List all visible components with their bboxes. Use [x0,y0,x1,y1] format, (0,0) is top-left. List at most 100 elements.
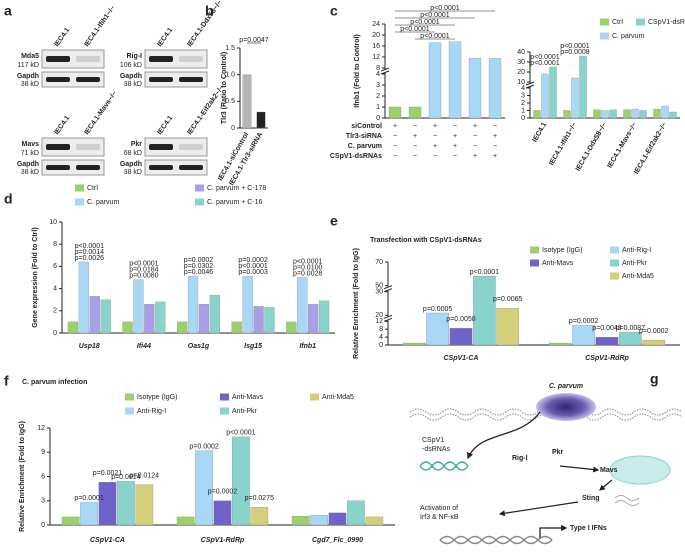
size-label: 38 kD [124,81,142,88]
chart-title: C. parvum infection [22,379,87,386]
lane-label: IEC4.1-Mavs−/− [83,90,118,136]
legend-label: Anti-Mda5 [622,273,654,280]
legend-label: Ctrl [87,185,98,192]
panel-letter: f [4,373,9,389]
band [179,77,203,82]
pathway-diagram: C. parvum CSpV1 -dsRNAs Rig-I Pkr Mavs S… [409,383,683,545]
protein-label: Mavs [21,141,39,148]
bar [541,73,549,119]
p-value: p<0.0001 [400,26,429,33]
y-tick-label: 4 [379,334,383,341]
y-tick-label: 0 [41,522,45,529]
y-tick-label: 8 [379,326,383,333]
condition-mark: − [433,153,437,160]
y-tick-label: 8 [376,65,380,72]
p-value: p=0.0080 [129,273,158,280]
x-tick-label: CSpV1-RdRp [585,355,629,362]
bar [61,516,80,526]
condition-mark: + [493,133,497,140]
x-tick-label: CSpV1-CA [90,537,125,544]
bar [198,303,210,334]
p-value: p=0.0002 [238,257,267,264]
bar [250,507,269,526]
band [149,165,173,170]
legend-label: C. parvum [87,199,119,206]
blot [41,159,105,176]
er [614,495,640,506]
bar [177,321,188,334]
blot [144,137,208,157]
bar [318,300,330,334]
band [76,56,100,62]
legend-label: Anti-Rig-I [622,247,651,254]
band [76,144,100,150]
y-tick-label: 3 [521,92,525,99]
x-tick-label: Usp18 [79,343,100,350]
bar [253,306,264,334]
y-tick-label: 0 [379,342,383,349]
bar [388,106,402,119]
bar [213,500,232,526]
p-value: p=0.0087 [616,325,645,332]
y-tick-label: 30 [375,289,383,296]
chart-title: Transfection with CSpV1-dsRNAs [370,237,482,244]
band [46,77,70,82]
panel-letter: g [650,371,659,387]
p-value: p<0.0001 [430,5,459,12]
axis-break [381,69,389,73]
bar [468,57,482,119]
bar [242,276,253,334]
p-value: p=0.0124 [130,472,159,479]
label: Mavs [600,467,618,474]
condition-mark: + [413,133,417,140]
bar [117,481,135,526]
label: Activation of [420,505,458,512]
size-label: 71 kD [21,150,39,157]
y-tick-label: 0.5 [225,98,235,105]
bar [623,109,631,119]
bar [78,261,89,334]
p-value: p=0.0026 [75,255,104,262]
p-value: p=0.0046 [184,269,213,276]
legend-swatch [220,407,229,415]
p-value: p=0.0001 [74,495,103,502]
blot [144,159,208,176]
bar [488,58,502,119]
bar [653,108,661,119]
bar [187,276,199,334]
condition-label: Tlr3-siRNA [346,133,382,140]
lane-label: IEC4.1-Ifih1−/− [83,5,116,49]
band [179,144,203,150]
bar [593,109,601,119]
legend-swatch [310,393,319,401]
legend-label: Anti-Rig-I [137,408,166,415]
size-label: 38 kD [124,169,142,176]
axis-break [384,286,392,291]
size-label: 38 kD [21,169,39,176]
x-tick-label: CSpV1-CA [443,355,478,362]
protein-label: Gapdh [17,161,39,168]
condition-label: CSpV1-dsRNAs [330,153,382,160]
bar [80,502,98,526]
band [179,56,203,62]
p-value: p=0.0002 [208,489,237,496]
size-label: 117 kD [17,62,39,69]
bar [310,515,328,526]
dna [439,535,553,545]
bar [89,296,100,334]
legend-swatch [195,198,204,206]
condition-mark: − [453,153,457,160]
parasite [536,393,596,421]
p-value: p<0.0001 [530,60,559,67]
label: Pkr [552,449,564,456]
y-tick-label: 4 [53,285,57,292]
axis-break [383,317,393,322]
legend-swatch [600,32,609,40]
p-value: p=0.0047 [239,37,268,44]
legend-swatch [600,18,609,26]
lane-label: IEC4.1 [53,27,71,49]
legend-swatch [195,184,204,192]
bar [449,328,473,346]
band [149,56,173,62]
